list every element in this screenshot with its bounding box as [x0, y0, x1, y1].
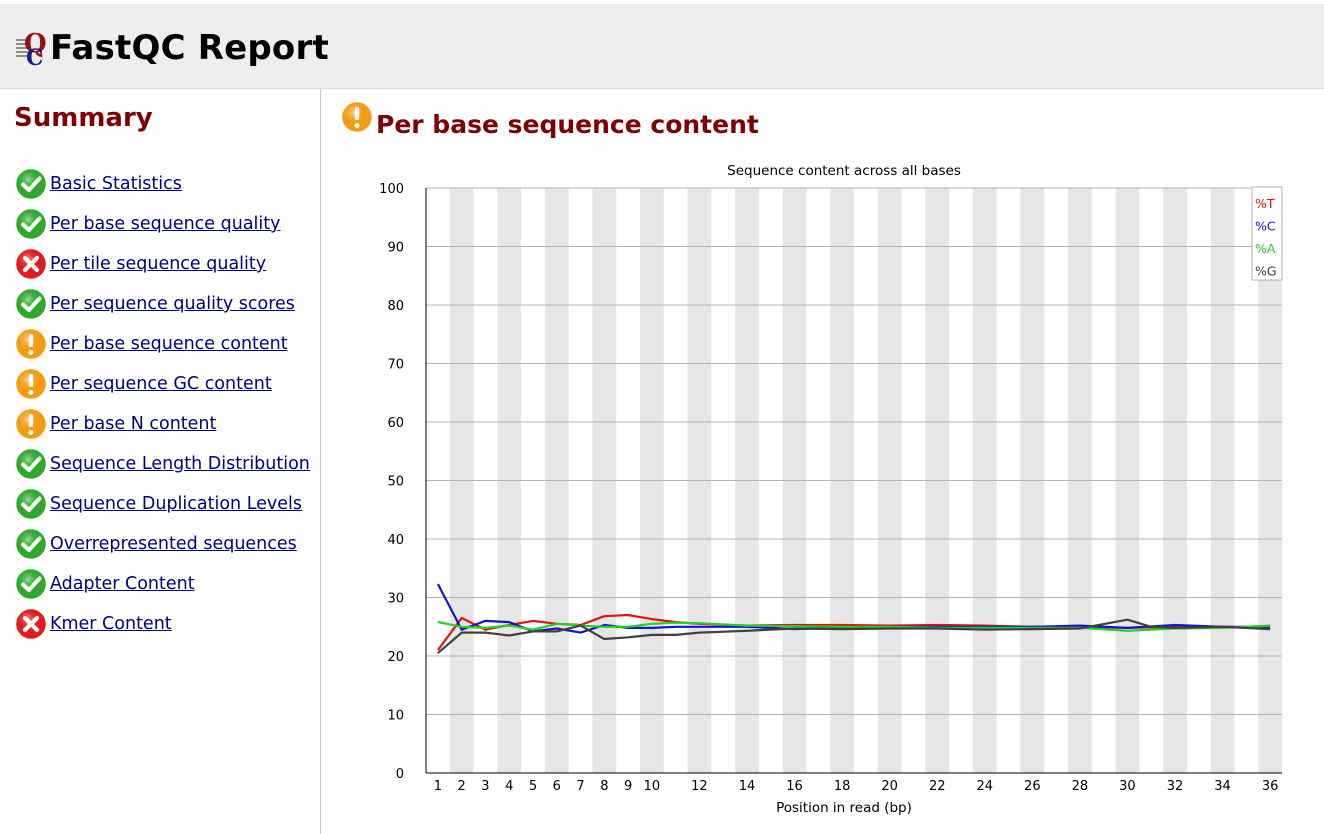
module-link[interactable]: Basic Statistics — [50, 174, 182, 194]
pass-check-icon — [14, 567, 48, 601]
sidebar-item: Sequence Duplication Levels — [14, 484, 310, 524]
x-tick-label: 8 — [600, 779, 608, 794]
pass-check-icon — [14, 447, 48, 481]
fail-cross-icon — [14, 247, 48, 281]
sidebar-item: Per sequence GC content — [14, 364, 310, 404]
x-tick-label: 4 — [505, 779, 513, 794]
x-tick-label: 1 — [434, 779, 442, 794]
module-link[interactable]: Per base N content — [50, 414, 217, 434]
summary-heading: Summary — [14, 103, 153, 133]
module-heading: Per base sequence content — [376, 110, 759, 139]
module-link[interactable]: Per sequence quality scores — [50, 294, 295, 314]
module-link[interactable]: Sequence Length Distribution — [50, 454, 310, 474]
sidebar-item: Per base sequence content — [14, 324, 310, 364]
legend-entry: %C — [1255, 219, 1276, 234]
y-tick-label: 20 — [387, 650, 404, 665]
x-tick-label: 26 — [1024, 779, 1041, 794]
chart-title: Sequence content across all bases — [727, 163, 961, 179]
y-tick-label: 10 — [387, 709, 404, 724]
x-axis-label: Position in read (bp) — [776, 800, 912, 816]
x-tick-label: 10 — [644, 779, 661, 794]
pass-check-icon — [14, 167, 48, 201]
series-line — [437, 621, 1271, 632]
x-tick-label: 5 — [529, 779, 537, 794]
x-tick-label: 9 — [624, 779, 632, 794]
x-tick-label: 18 — [834, 779, 851, 794]
sidebar-item: Adapter Content — [14, 564, 310, 604]
y-tick-label: 50 — [387, 475, 404, 490]
y-tick-label: 90 — [387, 241, 404, 256]
module-link[interactable]: Per base sequence content — [50, 334, 288, 354]
warning-icon — [340, 100, 374, 134]
y-tick-label: 60 — [387, 416, 404, 431]
report-header: Q C FastQC Report — [0, 4, 1324, 89]
module-link[interactable]: Sequence Duplication Levels — [50, 494, 303, 514]
module-link[interactable]: Adapter Content — [50, 574, 195, 594]
pass-check-icon — [14, 487, 48, 521]
x-tick-label: 24 — [977, 779, 994, 794]
y-tick-label: 30 — [387, 592, 404, 607]
module-link[interactable]: Per sequence GC content — [50, 374, 272, 394]
x-tick-label: 3 — [481, 779, 489, 794]
svg-text:Q: Q — [24, 29, 47, 59]
svg-text:C: C — [26, 45, 44, 70]
fastqc-logo-icon: Q C — [16, 29, 47, 70]
module-list: Basic Statistics Per base sequence qualit… — [14, 164, 310, 644]
pass-check-icon — [14, 207, 48, 241]
sidebar-item: Per tile sequence quality — [14, 244, 310, 284]
page-title: FastQC Report — [50, 28, 329, 68]
x-tick-label: 6 — [553, 779, 561, 794]
x-tick-label: 16 — [786, 779, 803, 794]
x-tick-label: 32 — [1167, 779, 1184, 794]
y-tick-label: 0 — [396, 767, 404, 782]
summary-sidebar: Summary Basic Statistics Per base sequenc… — [0, 89, 321, 834]
top-edge — [0, 0, 1324, 4]
series-line — [437, 618, 1271, 654]
x-tick-label: 7 — [576, 779, 584, 794]
fail-cross-icon — [14, 607, 48, 641]
x-tick-label: 28 — [1072, 779, 1089, 794]
legend-entry: %G — [1255, 264, 1277, 279]
warning-icon — [14, 327, 48, 361]
sidebar-item: Overrepresented sequences — [14, 524, 310, 564]
legend-entry: %T — [1255, 196, 1275, 211]
legend-entry: %A — [1255, 241, 1276, 256]
module-link[interactable]: Kmer Content — [50, 614, 172, 634]
x-tick-label: 12 — [691, 779, 708, 794]
y-tick-label: 80 — [387, 299, 404, 314]
x-tick-label: 20 — [881, 779, 898, 794]
x-tick-label: 22 — [929, 779, 946, 794]
sidebar-item: Kmer Content — [14, 604, 310, 644]
sidebar-item: Per base N content — [14, 404, 310, 444]
module-link[interactable]: Per tile sequence quality — [50, 254, 267, 274]
y-tick-label: 100 — [379, 182, 404, 197]
module-link[interactable]: Per base sequence quality — [50, 214, 281, 234]
pass-check-icon — [14, 527, 48, 561]
y-tick-label: 40 — [387, 533, 404, 548]
sidebar-item: Basic Statistics — [14, 164, 310, 204]
legend — [1251, 186, 1283, 281]
warning-icon — [14, 407, 48, 441]
sidebar-item: Per base sequence quality — [14, 204, 310, 244]
warning-icon — [14, 367, 48, 401]
sidebar-item: Per sequence quality scores — [14, 284, 310, 324]
x-tick-label: 36 — [1262, 779, 1279, 794]
x-tick-label: 2 — [458, 779, 466, 794]
sidebar-item: Sequence Length Distribution — [14, 444, 310, 484]
x-tick-label: 34 — [1214, 779, 1231, 794]
y-tick-label: 70 — [387, 358, 404, 373]
pass-check-icon — [14, 287, 48, 321]
module-link[interactable]: Overrepresented sequences — [50, 534, 297, 554]
x-tick-label: 30 — [1119, 779, 1136, 794]
x-tick-label: 14 — [739, 779, 756, 794]
